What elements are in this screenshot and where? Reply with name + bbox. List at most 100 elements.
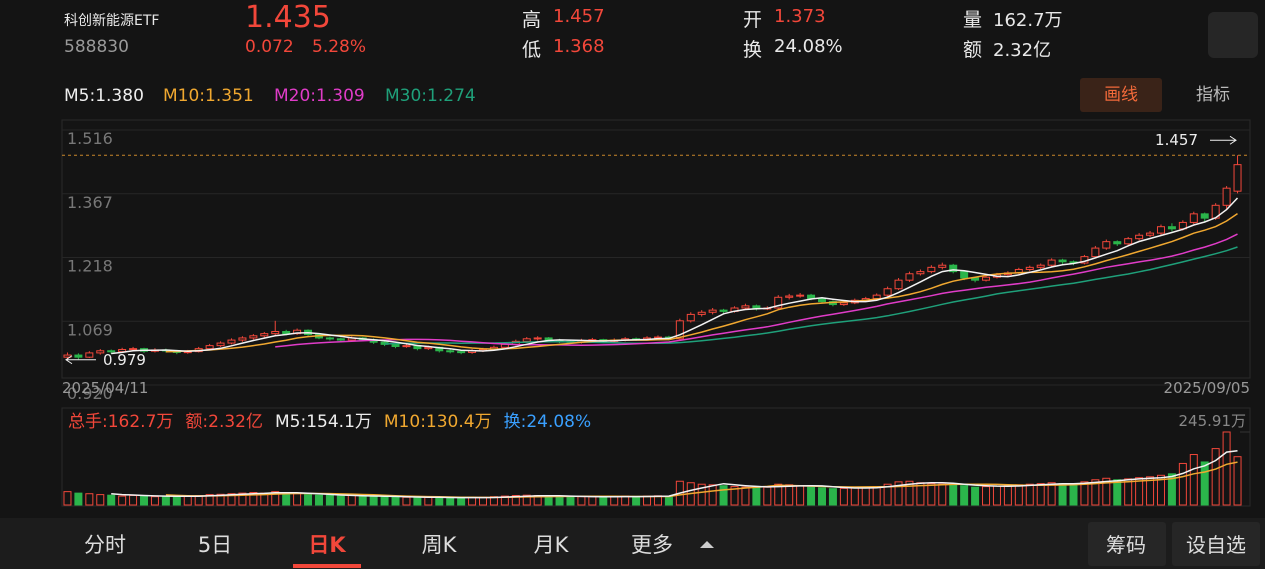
volume-bar [1189, 454, 1198, 506]
candle-body [402, 345, 411, 348]
tab[interactable]: 日K [308, 533, 346, 557]
side-button-label[interactable]: 设自选 [1186, 533, 1246, 557]
volume-bar [238, 492, 247, 506]
candle-body [894, 279, 903, 290]
candle-body [708, 309, 717, 313]
label: 换 [743, 39, 763, 61]
volume-bar [1047, 482, 1056, 506]
candle-body [785, 295, 794, 298]
candle-body [1222, 187, 1231, 206]
ma-line [111, 197, 1239, 355]
value: 1.368 [553, 36, 605, 57]
candle-body [960, 271, 969, 279]
candle-body [216, 342, 225, 347]
volume-bar [118, 495, 127, 506]
volume-bar [807, 486, 816, 506]
volume-bar [1003, 484, 1012, 506]
volume-bar [1156, 474, 1165, 506]
tab[interactable]: 5日 [198, 533, 232, 557]
y-tick-label: 0.920 [67, 384, 113, 403]
candle-body [271, 331, 280, 335]
change: 0.072 [245, 37, 294, 57]
candle-body [697, 311, 706, 315]
volume-bar [555, 496, 564, 506]
candle-body [249, 335, 258, 339]
volume-bar [336, 495, 345, 506]
volume-bar [785, 484, 794, 506]
candle-body [74, 354, 83, 358]
volume-bar [960, 485, 969, 506]
tab[interactable]: 月K [534, 533, 570, 557]
volume-bar [861, 486, 870, 506]
candle-body [938, 264, 947, 268]
ma-legend: M5:1.380 [64, 86, 144, 106]
volume-bar [402, 496, 411, 506]
y-tick-label: 1.069 [67, 320, 113, 339]
tab[interactable]: 分时 [84, 533, 126, 557]
volume-bar [74, 492, 83, 506]
volume-tick-label: 245.91万 [1179, 412, 1247, 430]
value: 162.7万 [993, 10, 1063, 31]
volume-bar [992, 485, 1001, 506]
volume-bar [304, 494, 313, 506]
candle-body [949, 264, 958, 273]
draw-button[interactable]: 画线 [1080, 78, 1162, 112]
volume-bar [1036, 483, 1045, 506]
volume-bar [314, 494, 323, 506]
volume-bar [566, 496, 575, 506]
value: 1.373 [774, 6, 826, 27]
volume-bar [446, 497, 455, 506]
indicator-button[interactable]: 指标 [1196, 85, 1230, 105]
volume-bar [150, 496, 159, 506]
volume-bar [610, 496, 619, 506]
volume-bar [391, 496, 400, 506]
side-button-label[interactable]: 筹码 [1106, 533, 1146, 557]
volume-bar [1014, 484, 1023, 506]
label: 开 [743, 9, 763, 31]
volume-bar [435, 497, 444, 506]
volume-bar [216, 493, 225, 506]
candle-body [982, 276, 991, 281]
candle-body [883, 288, 892, 296]
candle-body [927, 266, 936, 273]
volume-bar [1124, 478, 1133, 506]
candle-body [905, 273, 914, 281]
volume-bar [140, 495, 149, 506]
volume-ma-line [165, 461, 1238, 499]
volume-bar [282, 492, 291, 506]
volume-bar [1080, 481, 1089, 506]
candle-body [424, 346, 433, 350]
candle-body [916, 271, 925, 275]
candle-body [205, 345, 214, 350]
volume-legend: 总手:162.7万 [68, 412, 173, 432]
candle-body [1167, 226, 1176, 230]
volume-bar [380, 496, 389, 506]
volume-bar [293, 493, 302, 506]
tab[interactable]: 周K [422, 533, 458, 557]
tab[interactable]: 更多 [631, 533, 673, 557]
volume-bar [1135, 477, 1144, 506]
volume-bar [883, 483, 892, 506]
device-button[interactable] [1208, 12, 1258, 58]
side-button[interactable] [1088, 522, 1166, 566]
candle-body [971, 277, 980, 281]
candle-body [282, 331, 291, 335]
value: 24.08% [774, 36, 843, 57]
candle-body [118, 348, 127, 353]
candle-body [336, 338, 345, 341]
change-pct: 5.28% [312, 37, 367, 57]
candle-body [391, 343, 400, 347]
volume-bar [872, 486, 881, 506]
volume-bar [347, 495, 356, 506]
volume-bar [752, 487, 761, 506]
volume-bar [839, 487, 848, 506]
candle-body [1091, 247, 1100, 258]
volume-bar [1113, 479, 1122, 506]
volume-bar [1058, 483, 1067, 506]
x-label: 2025/09/05 [1164, 379, 1250, 397]
side-button[interactable] [1172, 522, 1260, 566]
y-tick-label: 1.516 [67, 129, 113, 148]
volume-legend: 换:24.08% [504, 412, 592, 432]
volume-bar [511, 495, 520, 506]
